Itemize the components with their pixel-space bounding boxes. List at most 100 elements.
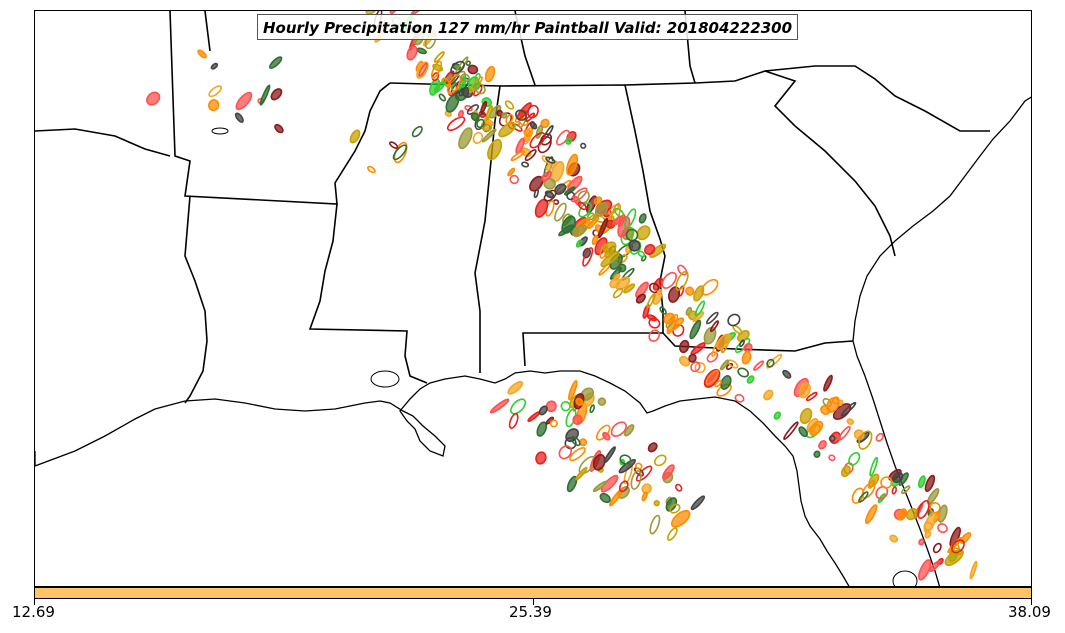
precip-contour [269,56,283,69]
precip-contour [527,411,541,423]
precip-contour [667,527,678,541]
precip-contour [458,87,465,97]
precip-contour [720,375,732,390]
precip-contour [572,224,587,237]
precip-contour [623,424,635,437]
colorbar-tick-min: 12.69 [12,603,55,621]
precip-contour [599,492,611,504]
precip-contour [858,491,869,503]
precip-contour [613,273,621,281]
precip-contour [445,94,460,113]
precip-contour [589,404,595,414]
precip-contour [705,369,719,385]
precip-contour [565,137,572,145]
precip-contour [809,420,824,436]
precip-contour [508,413,519,429]
precip-contour [828,454,836,462]
precip-contour [727,313,741,327]
precip-contour [670,509,691,528]
precip-contour [892,471,904,484]
precip-contour [705,311,719,325]
precip-contour [905,507,919,521]
precip-contour [848,452,861,466]
precip-contour [569,447,586,462]
precip-contour [592,453,606,471]
precip-contour [880,476,893,489]
precip-contour [540,133,553,146]
precip-contour [594,202,609,217]
precip-contour [577,201,587,211]
precip-contour [901,485,911,495]
precip-contour [661,271,677,289]
precip-contour [460,73,470,83]
precip-contour [558,224,574,237]
precip-contour [659,306,667,315]
precip-contour [235,91,253,111]
precip-contour [838,425,851,441]
precip-contour [638,213,647,224]
precipitation-contours [146,11,978,581]
precip-contour [634,467,644,477]
precip-contour [889,534,899,543]
precip-contour [783,421,799,440]
precip-contour [875,485,889,500]
precip-contour [575,239,583,248]
precip-contour [450,60,465,75]
precip-contour [685,286,695,296]
precip-contour [468,76,483,94]
map-title: Hourly Precipitation 127 mm/hr Paintball… [257,14,799,40]
precip-contour [669,503,681,514]
precip-contour [438,93,447,102]
precip-contour [537,136,552,154]
precip-contour [618,480,629,493]
precip-contour [587,216,600,230]
precip-contour [766,358,775,368]
precip-contour [234,112,244,123]
precip-contour [709,320,720,333]
precip-contour [864,504,878,525]
precip-contour [538,405,548,416]
precip-contour [679,339,690,354]
precip-contour [624,208,637,229]
precip-contour [714,380,722,388]
precip-contour [580,142,587,149]
precip-contour [549,419,558,428]
precip-contour [719,359,730,371]
colorbar-tick-max: 38.09 [1008,603,1051,621]
precip-contour [739,339,745,348]
precip-contour [481,128,497,143]
precip-contour [349,129,361,144]
precip-contour [715,333,732,350]
precip-contour [635,281,649,299]
precip-contour [937,523,948,534]
precip-contour [529,175,544,192]
precip-contour [210,62,219,70]
precip-contour [703,368,721,388]
precip-contour [365,11,380,15]
precip-contour [646,293,656,309]
precip-contour [823,374,833,392]
precip-contour [646,314,658,322]
precip-contour [389,141,399,149]
precip-contour [543,177,556,190]
precip-contour [782,369,792,379]
precip-contour [706,351,719,363]
precip-contour [665,497,678,512]
precip-contour [944,548,964,567]
precip-contour [472,131,484,144]
precip-contour [917,475,926,489]
precip-contour [609,277,621,289]
precip-contour [663,312,676,325]
precip-contour [929,502,941,514]
precip-contour [432,63,444,72]
precip-contour [566,153,579,176]
precip-contour [656,288,663,296]
precip-contour [678,355,691,367]
precip-contour [798,426,808,438]
precip-contour [484,65,496,83]
precip-contour [536,421,548,437]
precip-contour [510,398,527,415]
precip-contour [647,442,658,453]
precip-contour [510,150,525,162]
precip-contour [918,538,925,546]
